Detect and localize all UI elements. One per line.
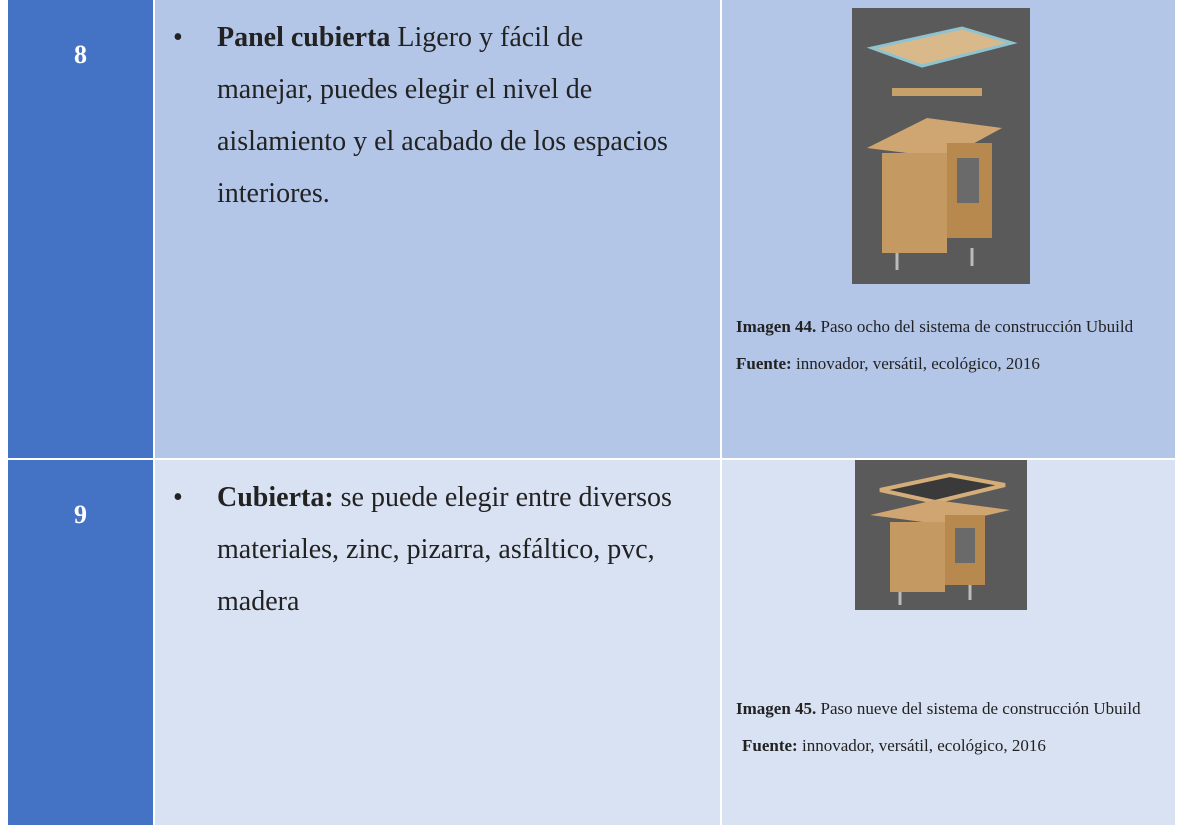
description: Ligero y fácil de manejar, puedes elegir…: [217, 22, 668, 209]
image-cell: Imagen 44. Paso ocho del sistema de cons…: [722, 0, 1175, 458]
image: [852, 8, 1030, 284]
step-number: 8: [8, 0, 153, 458]
caption: Imagen 45. Paso nueve del sistema de con…: [736, 698, 1176, 772]
source-text: innovador, versátil, ecológico, 2016: [795, 354, 1040, 373]
label: Panel cubierta: [217, 22, 391, 53]
caption-text: Paso ocho del sistema de construcción Ub…: [820, 317, 1134, 336]
bullet: Cubierta: se puede elegir entre diversos…: [217, 472, 677, 628]
caption-label: Imagen 45.: [736, 699, 817, 718]
image: [855, 460, 1027, 610]
caption: Imagen 44. Paso ocho del sistema de cons…: [736, 316, 1176, 390]
description-cell: Panel cubierta Ligero y fácil de manejar…: [155, 0, 720, 458]
step-number: 9: [8, 460, 153, 825]
source-text: innovador, versátil, ecológico, 2016: [801, 736, 1046, 755]
number: 9: [74, 500, 87, 529]
image-cell: Imagen 45. Paso nueve del sistema de con…: [722, 460, 1175, 825]
bullet: Panel cubierta Ligero y fácil de manejar…: [217, 12, 677, 220]
label: Cubierta:: [217, 482, 334, 513]
number: 8: [74, 40, 87, 69]
caption-text: Paso nueve del sistema de construcción U…: [820, 699, 1141, 718]
description: se puede elegir entre diversos materiale…: [217, 482, 672, 617]
source-label: Fuente:: [742, 736, 798, 755]
description-cell: Cubierta: se puede elegir entre diversos…: [155, 460, 720, 825]
caption-label: Imagen 44.: [736, 317, 817, 336]
source-label: Fuente:: [736, 354, 792, 373]
